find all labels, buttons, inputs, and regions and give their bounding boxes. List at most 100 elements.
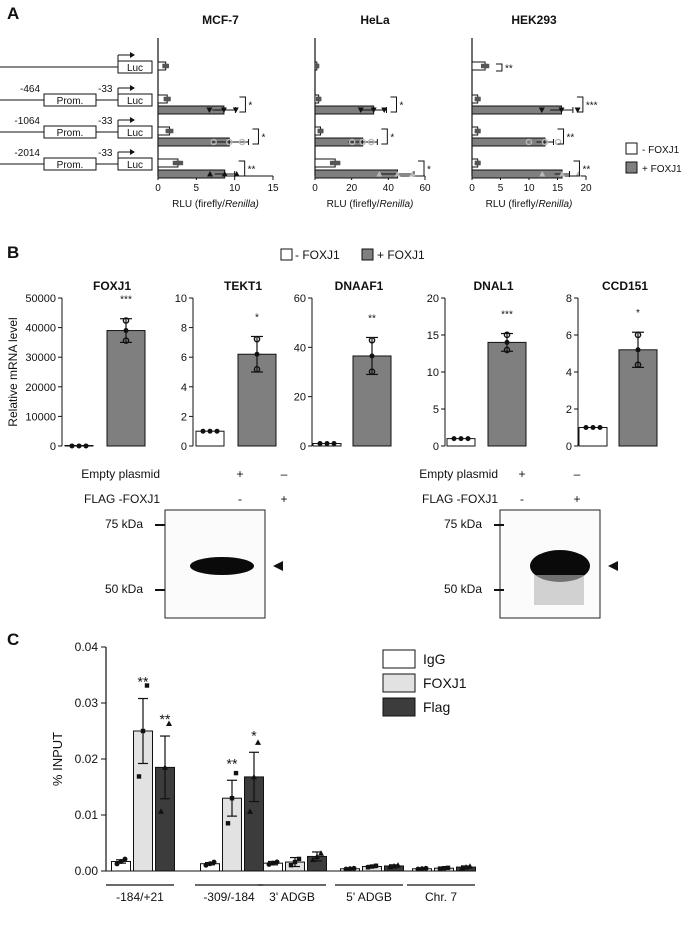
luc-box (117, 125, 153, 139)
x-tick-label: 60 (419, 183, 431, 194)
tss-arrowhead (130, 117, 135, 123)
data-point (172, 160, 178, 166)
construct-end-label: -33 (98, 148, 113, 159)
y-tick-label: 0.03 (75, 696, 99, 710)
data-point (458, 436, 464, 442)
promoter-box (43, 157, 97, 171)
western-sign: + (518, 467, 525, 481)
data-point (409, 171, 416, 177)
data-point (332, 160, 338, 166)
significance-label: * (251, 727, 257, 743)
x-tick-label: 10 (523, 183, 535, 194)
significance-bracket (573, 160, 580, 177)
data-point (539, 171, 546, 177)
data-point (597, 425, 603, 430)
data-point (373, 863, 379, 868)
luc-box (117, 157, 153, 171)
data-point (233, 171, 240, 177)
significance-bracket (495, 63, 503, 72)
western-sign: – (574, 467, 581, 481)
protein-band (190, 557, 254, 575)
significance-label: ** (227, 755, 238, 771)
bar-plus-foxj1 (471, 169, 563, 179)
marker-label: 50 kDa (444, 582, 482, 596)
construct-end-label: -33 (98, 84, 113, 95)
y-tick-label: 10 (175, 293, 187, 305)
data-point (296, 856, 302, 862)
data-point (554, 138, 562, 146)
significance-label: ** (248, 165, 256, 176)
western-row-label: FLAG -FOXJ1 (422, 492, 498, 506)
data-point (270, 860, 276, 866)
western-sign: - (238, 492, 242, 506)
x-tick-label: -184/+21 (116, 890, 164, 904)
data-point (634, 361, 642, 369)
data-point (123, 328, 129, 334)
x-tick-label: 15 (267, 183, 279, 194)
data-point (253, 366, 261, 373)
data-point (206, 107, 213, 113)
significance-label: * (390, 133, 394, 144)
western-sign: + (573, 492, 580, 506)
legend-swatch-flag (382, 697, 416, 717)
y-tick-label: 2 (566, 404, 572, 416)
data-point (178, 160, 184, 166)
data-point (347, 866, 353, 872)
data-point (175, 160, 181, 166)
data-point (558, 107, 565, 113)
data-point (166, 720, 172, 726)
data-point (331, 441, 337, 447)
x-axis-label: RLU (firefly/Renilla) (327, 199, 414, 210)
data-point (503, 331, 511, 339)
significance-bracket (381, 128, 388, 145)
data-point (166, 96, 171, 102)
western-sign: – (281, 467, 288, 481)
y-tick-label: 60 (294, 293, 306, 305)
significance-label: * (248, 101, 252, 112)
legend-swatch-minus (625, 142, 638, 155)
data-point (211, 859, 217, 865)
x-tick-label: 40 (383, 183, 395, 194)
significance-bracket (390, 96, 397, 113)
y-tick-label: 40 (294, 342, 306, 354)
data-point (476, 128, 481, 134)
data-point (451, 436, 457, 442)
significance-label: ** (368, 313, 376, 324)
y-axis-label: Relative mRNA level (6, 317, 20, 426)
data-point (365, 865, 371, 870)
construct-end-label: -33 (98, 116, 113, 127)
y-tick-label: 20 (294, 392, 306, 404)
chart-title: HEK293 (511, 13, 557, 27)
y-tick-label: 0 (433, 441, 439, 453)
legend-label: IgG (423, 651, 446, 667)
promoter-label: Prom. (57, 160, 84, 171)
significance-label: *** (586, 101, 598, 112)
y-tick-label: 6 (566, 330, 572, 342)
y-tick-label: 0 (300, 441, 306, 453)
data-point (368, 336, 376, 344)
legend-label: + FOXJ1 (642, 164, 682, 175)
data-point (634, 331, 642, 339)
legend-swatch-foxj1 (382, 673, 416, 693)
data-point (136, 774, 142, 779)
data-point (441, 866, 447, 871)
significance-bracket (239, 96, 246, 113)
y-tick-label: 0.02 (75, 752, 99, 766)
data-point (574, 107, 581, 113)
significance-label: * (427, 165, 431, 176)
data-point (76, 443, 82, 449)
bar-plus-foxj1 (618, 349, 658, 447)
data-point (214, 428, 220, 434)
data-point (318, 850, 324, 856)
data-point (118, 858, 124, 864)
luc-label: Luc (127, 160, 143, 171)
legend-swatch-igg (382, 649, 416, 669)
legend-swatch-minus (280, 248, 293, 261)
data-point (419, 866, 425, 872)
promoter-label: Prom. (57, 96, 84, 107)
data-point (314, 853, 320, 859)
data-point (538, 107, 545, 113)
western-sign: + (280, 492, 287, 506)
significance-bracket (557, 128, 565, 145)
luc-box (117, 60, 153, 74)
